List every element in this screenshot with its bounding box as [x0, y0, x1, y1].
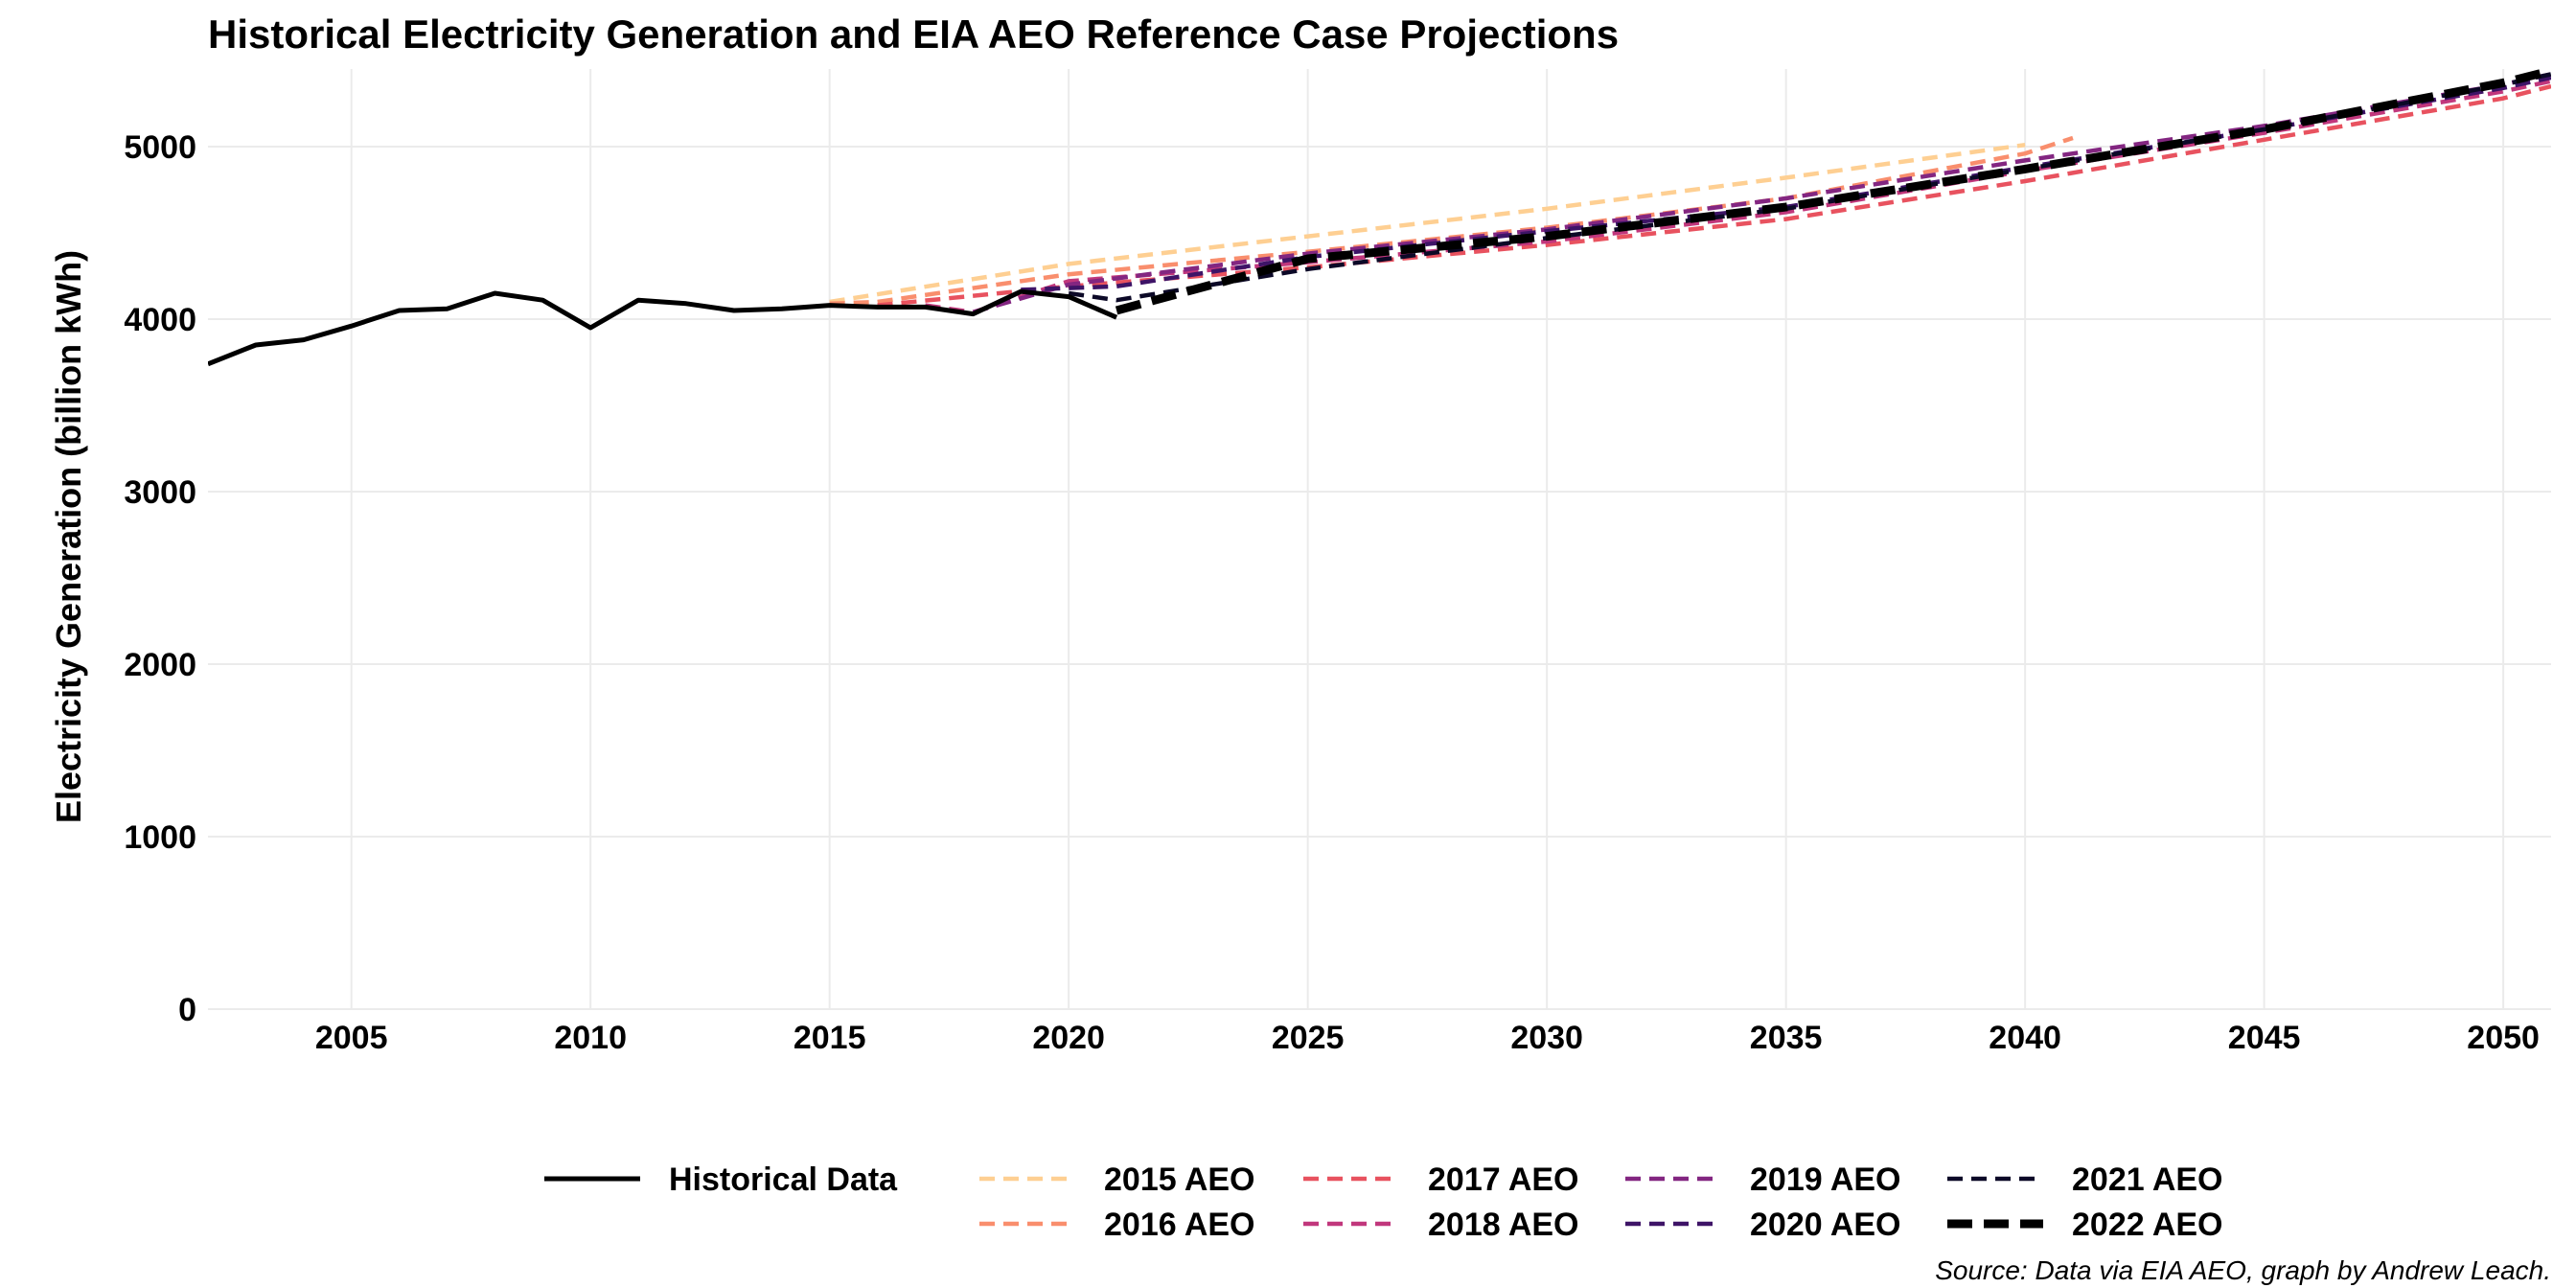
legend-label: 2020 AEO [1750, 1207, 1901, 1243]
grid [208, 69, 2551, 1010]
series-line-2015-aeo [829, 142, 2026, 305]
x-axis-ticks: 2005 2010 2015 2020 2025 2030 2035 2040 2045 2050 [315, 1020, 2540, 1056]
x-tick-label: 2045 [2228, 1020, 2301, 1056]
x-tick-label: 2035 [1750, 1020, 1823, 1056]
series-line-historical-data [208, 288, 1118, 367]
legend-label: 2019 AEO [1750, 1162, 1901, 1198]
legend-item: Historical Data [544, 1162, 898, 1198]
chart-title: Historical Electricity Generation and EI… [208, 12, 1619, 57]
legend: Historical Data 2015 AEO 2016 AEO 2017 AEO 2… [544, 1162, 2223, 1243]
y-tick-label: 1000 [124, 819, 196, 856]
legend-label: 2017 AEO [1428, 1162, 1579, 1198]
x-tick-label: 2025 [1272, 1020, 1345, 1056]
legend-label: 2015 AEO [1104, 1162, 1255, 1198]
y-tick-label: 0 [178, 992, 196, 1028]
legend-label: Historical Data [669, 1162, 898, 1198]
y-axis-ticks: 0 1000 2000 3000 4000 5000 [124, 129, 196, 1028]
legend-label: 2022 AEO [2072, 1207, 2223, 1243]
legend-item: 2016 AEO [979, 1207, 1255, 1243]
series-lines [208, 69, 2551, 367]
legend-item: 2015 AEO [979, 1162, 1255, 1198]
y-tick-label: 4000 [124, 302, 196, 338]
x-tick-label: 2005 [315, 1020, 388, 1056]
legend-label: 2018 AEO [1428, 1207, 1579, 1243]
x-tick-label: 2010 [554, 1020, 627, 1056]
legend-label: 2021 AEO [2072, 1162, 2223, 1198]
legend-item: 2021 AEO [1947, 1162, 2223, 1198]
y-axis-title: Electricity Generation (billion kWh) [49, 250, 88, 823]
y-tick-label: 3000 [124, 474, 196, 511]
x-tick-label: 2040 [1989, 1020, 2061, 1056]
x-tick-label: 2050 [2467, 1020, 2540, 1056]
plot-area [208, 69, 2551, 367]
legend-item: 2020 AEO [1625, 1207, 1901, 1243]
series-line-2021-aeo [1068, 72, 2551, 303]
legend-item: 2018 AEO [1303, 1207, 1579, 1243]
y-tick-label: 2000 [124, 647, 196, 683]
chart-caption: Source: Data via EIA AEO, graph by Andre… [1935, 1255, 2551, 1285]
legend-item: 2022 AEO [1947, 1207, 2223, 1243]
x-tick-label: 2020 [1032, 1020, 1105, 1056]
legend-item: 2019 AEO [1625, 1162, 1901, 1198]
x-tick-label: 2015 [794, 1020, 866, 1056]
x-tick-label: 2030 [1510, 1020, 1583, 1056]
legend-item: 2017 AEO [1303, 1162, 1579, 1198]
legend-label: 2016 AEO [1104, 1207, 1255, 1243]
series-line-2019-aeo [972, 72, 2551, 314]
series-line-2022-aeo [1115, 69, 2551, 315]
y-tick-label: 5000 [124, 129, 196, 166]
